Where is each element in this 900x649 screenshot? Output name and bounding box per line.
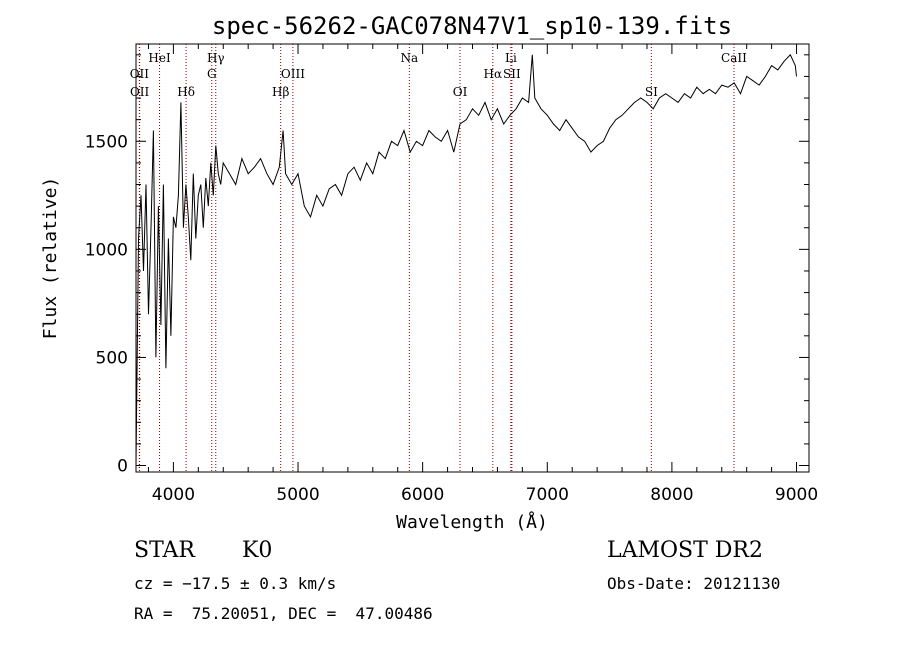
line-label: Hβ bbox=[272, 85, 289, 99]
line-label: CaII bbox=[721, 51, 747, 65]
y-tick-label: 1500 bbox=[85, 132, 128, 152]
x-tick-label: 8000 bbox=[650, 485, 693, 505]
observation-date: Obs-Date: 20121130 bbox=[607, 574, 781, 593]
x-tick-label: 9000 bbox=[775, 485, 818, 505]
chart-title: spec-56262-GAC078N47V1_sp10-139.fits bbox=[212, 12, 732, 40]
line-label: Hγ bbox=[207, 51, 225, 65]
line-label: OI bbox=[453, 85, 468, 99]
line-label: OII bbox=[130, 85, 150, 99]
y-axis-ticks: 0 500 1000 1500 bbox=[85, 54, 809, 477]
y-axis-label: Flux (relative) bbox=[40, 177, 61, 340]
x-tick-label: 7000 bbox=[526, 485, 569, 505]
line-label: HeI bbox=[148, 51, 171, 65]
spectral-line-labels: OII OII HeI Hδ Hγ G Hβ OIII Na OI Hα SII Li SI CaII bbox=[130, 51, 747, 99]
x-tick-label: 6000 bbox=[401, 485, 444, 505]
line-label: Na bbox=[400, 51, 418, 65]
line-label: G bbox=[207, 67, 217, 81]
ra-dec: RA = 75.20051, DEC = 47.00486 bbox=[134, 604, 433, 623]
y-tick-label: 500 bbox=[96, 348, 128, 368]
y-tick-label: 1000 bbox=[85, 240, 128, 260]
line-label: OIII bbox=[281, 67, 305, 81]
line-label: Hα bbox=[484, 67, 503, 81]
y-tick-label: 0 bbox=[117, 457, 128, 477]
object-class: STAR bbox=[134, 538, 195, 563]
x-axis-label: Wavelength (Å) bbox=[396, 511, 548, 533]
line-label: Li bbox=[505, 51, 517, 65]
survey-name: LAMOST DR2 bbox=[607, 538, 763, 563]
x-tick-label: 5000 bbox=[276, 485, 319, 505]
line-label: OII bbox=[130, 67, 150, 81]
spectral-line-markers bbox=[138, 44, 735, 472]
redshift-cz: cz = −17.5 ± 0.3 km/s bbox=[134, 574, 337, 593]
x-axis-ticks: 4000 5000 6000 7000 8000 9000 bbox=[147, 44, 818, 505]
object-subclass: K0 bbox=[242, 538, 273, 563]
line-label: Hδ bbox=[177, 85, 195, 99]
line-label: SI bbox=[645, 85, 658, 99]
x-tick-label: 4000 bbox=[152, 485, 195, 505]
line-label: SII bbox=[503, 67, 521, 81]
spectrum-line bbox=[135, 53, 797, 466]
